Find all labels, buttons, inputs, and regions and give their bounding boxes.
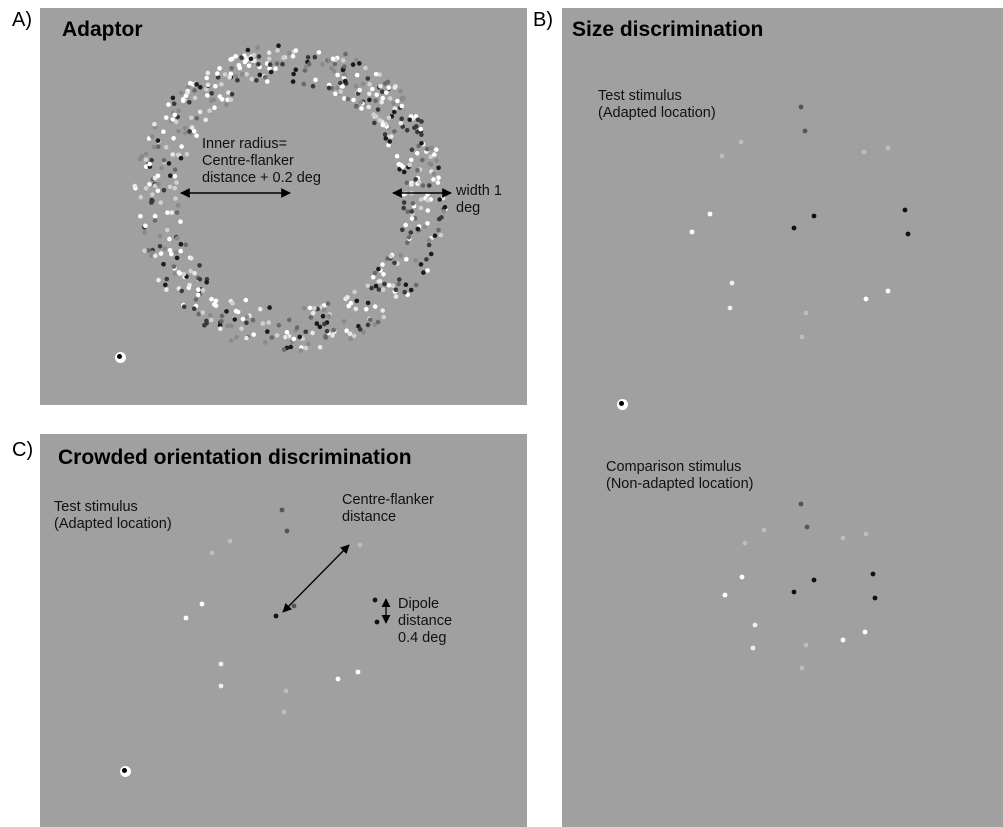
stimulus-dot	[356, 670, 361, 675]
stimulus-dot	[886, 146, 891, 151]
stimulus-dot	[841, 638, 846, 643]
stimulus-dot	[730, 281, 735, 286]
stimulus-dot	[285, 529, 290, 534]
size-stimuli	[562, 8, 1003, 827]
stimulus-dot	[743, 541, 748, 546]
panel-a-arrows	[40, 8, 527, 405]
stimulus-dot	[282, 710, 287, 715]
stimulus-dot	[228, 539, 233, 544]
stimulus-dot	[841, 536, 846, 541]
stimulus-dot	[863, 630, 868, 635]
stimulus-dot	[373, 598, 378, 603]
stimulus-dot	[739, 140, 744, 145]
stimulus-dot	[862, 150, 867, 155]
panel-adaptor: Adaptor Inner radius= Centre-flanker dis…	[40, 8, 527, 405]
stimulus-dot	[740, 575, 745, 580]
stimulus-dot	[274, 614, 279, 619]
stimulus-dot	[873, 596, 878, 601]
stimulus-dot	[804, 311, 809, 316]
fixation-point-b	[617, 399, 628, 410]
panel-size-discrimination: Size discrimination Test stimulus (Adapt…	[562, 8, 1003, 827]
stimulus-dot	[184, 616, 189, 621]
centre-flanker-arrow	[283, 545, 349, 612]
stimulus-dot	[906, 232, 911, 237]
stimulus-dot	[210, 551, 215, 556]
stimulus-dot	[871, 572, 876, 577]
stimulus-dot	[804, 643, 809, 648]
stimulus-dot	[800, 666, 805, 671]
stimulus-dot	[800, 335, 805, 340]
stimulus-dot	[375, 620, 380, 625]
stimulus-dot	[280, 508, 285, 513]
panel-crowded-orientation: Crowded orientation discrimination Test …	[40, 434, 527, 827]
panel-b-letter: B)	[533, 10, 553, 30]
stimulus-dot	[723, 593, 728, 598]
stimulus-dot	[219, 684, 224, 689]
stimulus-dot	[812, 578, 817, 583]
stimulus-dot	[762, 528, 767, 533]
fixation-point-c	[120, 766, 131, 777]
stimulus-dot	[903, 208, 908, 213]
fixation-point-a	[115, 352, 126, 363]
stimulus-dot	[805, 525, 810, 530]
stimulus-dot	[292, 604, 297, 609]
stimulus-dot	[753, 623, 758, 628]
stimulus-dot	[751, 646, 756, 651]
stimulus-dot	[200, 602, 205, 607]
panel-a-letter: A)	[12, 10, 32, 30]
stimulus-dot	[864, 532, 869, 537]
stimulus-dot	[219, 662, 224, 667]
stimulus-dot	[792, 590, 797, 595]
stimulus-dot	[799, 502, 804, 507]
stimulus-dot	[284, 689, 289, 694]
stimulus-dot	[358, 543, 363, 548]
stimulus-dot	[708, 212, 713, 217]
stimulus-dot	[690, 230, 695, 235]
stimulus-dot	[792, 226, 797, 231]
stimulus-dot	[720, 154, 725, 159]
stimulus-dot	[886, 289, 891, 294]
stimulus-dot	[812, 214, 817, 219]
stimulus-dot	[728, 306, 733, 311]
orientation-stimuli	[40, 434, 527, 827]
stimulus-dot	[799, 105, 804, 110]
panel-c-letter: C)	[12, 440, 33, 460]
stimulus-dot	[864, 297, 869, 302]
stimulus-dot	[803, 129, 808, 134]
stimulus-dot	[336, 677, 341, 682]
